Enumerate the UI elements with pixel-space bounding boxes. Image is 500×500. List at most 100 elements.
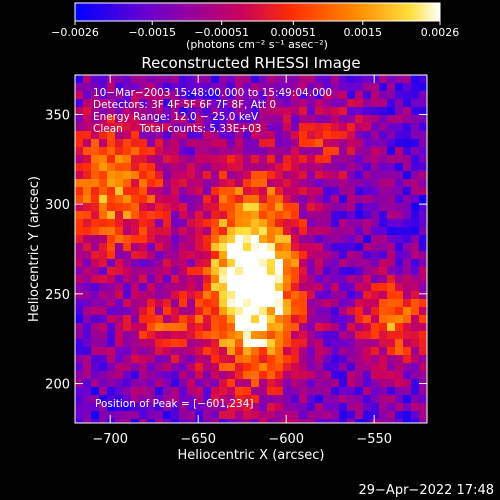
heatmap-cell (315, 267, 324, 276)
heatmap-cell (171, 219, 180, 228)
heatmap-cell (131, 219, 140, 228)
heatmap-cell (347, 419, 356, 423)
heatmap-cell (99, 91, 108, 100)
heatmap-cell (387, 203, 396, 212)
heatmap-cell (307, 411, 316, 420)
heatmap-cell (339, 291, 348, 300)
heatmap-cell (131, 107, 140, 116)
heatmap-cell (83, 403, 92, 412)
heatmap-cell (83, 283, 92, 292)
heatmap-cell (411, 331, 420, 340)
heatmap-cell (139, 107, 148, 116)
heatmap-cell (403, 307, 412, 316)
heatmap-cell (363, 403, 372, 412)
heatmap-cell (355, 347, 364, 356)
heatmap-cell (371, 139, 380, 148)
heatmap-cell (411, 227, 420, 236)
heatmap-cell (211, 219, 220, 228)
heatmap-cell (355, 171, 364, 180)
heatmap-cell (411, 163, 420, 172)
heatmap-cell (115, 355, 124, 364)
heatmap-cell (379, 363, 388, 372)
heatmap-cell (347, 251, 356, 260)
heatmap-cell (307, 227, 316, 236)
heatmap-cell (211, 331, 220, 340)
heatmap-cell (243, 123, 252, 132)
heatmap-cell (355, 267, 364, 276)
heatmap-cell (395, 91, 404, 100)
heatmap-cell (163, 163, 172, 172)
y-axis-label: Heliocentric Y (arcsec) (27, 176, 42, 322)
heatmap-cell (99, 195, 108, 204)
heatmap-cell (187, 243, 196, 252)
heatmap-cell (307, 75, 316, 84)
heatmap-cell (91, 315, 100, 324)
colorbar-unit-label: (photons cm⁻² s⁻¹ asec⁻²) (186, 38, 328, 51)
heatmap-cell (163, 379, 172, 388)
heatmap-cell (355, 331, 364, 340)
heatmap-cell (323, 123, 332, 132)
heatmap-cell (187, 379, 196, 388)
heatmap-cell (99, 227, 108, 236)
heatmap-cell (107, 363, 116, 372)
heatmap-cell (219, 379, 228, 388)
heatmap-cell (179, 387, 188, 396)
heatmap-cell (379, 379, 388, 388)
heatmap-cell (299, 275, 308, 284)
heatmap-cell (267, 195, 276, 204)
heatmap-cell (307, 347, 316, 356)
heatmap-cell (371, 251, 380, 260)
heatmap-cell (419, 211, 427, 220)
heatmap-cell (331, 99, 340, 108)
heatmap-cell (107, 299, 116, 308)
heatmap-cell (299, 283, 308, 292)
heatmap-cell (339, 219, 348, 228)
heatmap-cell (259, 115, 268, 124)
heatmap-cell (243, 163, 252, 172)
heatmap-cell (339, 115, 348, 124)
heatmap-cell (75, 411, 84, 420)
heatmap-cell (291, 219, 300, 228)
heatmap-cell (267, 131, 276, 140)
y-tick-label: 250 (45, 288, 70, 303)
heatmap-cell (179, 219, 188, 228)
heatmap-cell (299, 259, 308, 268)
heatmap-cell (379, 323, 388, 332)
heatmap-cell (323, 363, 332, 372)
heatmap-cell (91, 339, 100, 348)
heatmap-cell (339, 147, 348, 156)
heatmap-cell (387, 195, 396, 204)
heatmap-cell (331, 227, 340, 236)
heatmap-cell (163, 299, 172, 308)
heatmap-cell (275, 235, 284, 244)
heatmap-cell (251, 147, 260, 156)
heatmap-cell (115, 203, 124, 212)
heatmap-cell (155, 323, 164, 332)
heatmap-cell (323, 243, 332, 252)
heatmap-cell (411, 179, 420, 188)
heatmap-cell (387, 331, 396, 340)
heatmap-cell (331, 387, 340, 396)
heatmap-cell (139, 387, 148, 396)
heatmap-cell (307, 235, 316, 244)
heatmap-cell (259, 195, 268, 204)
heatmap-cell (171, 259, 180, 268)
heatmap-cell (355, 339, 364, 348)
heatmap-cell (315, 339, 324, 348)
heatmap-cell (323, 211, 332, 220)
heatmap-cell (371, 171, 380, 180)
heatmap-cell (107, 179, 116, 188)
heatmap-cell (307, 291, 316, 300)
heatmap-cell (179, 99, 188, 108)
heatmap-cell (187, 259, 196, 268)
heatmap-cell (419, 283, 427, 292)
heatmap-cell (283, 187, 292, 196)
heatmap-cell (355, 259, 364, 268)
heatmap-cell (363, 363, 372, 372)
heatmap-cell (275, 403, 284, 412)
heatmap-cell (123, 275, 132, 284)
heatmap-cell (163, 179, 172, 188)
heatmap-cell (139, 363, 148, 372)
heatmap-cell (107, 283, 116, 292)
heatmap-cell (139, 235, 148, 244)
